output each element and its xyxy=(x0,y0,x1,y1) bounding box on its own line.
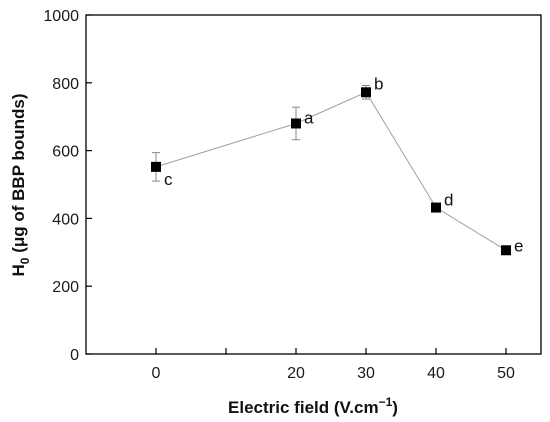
y-tick-label: 400 xyxy=(52,211,79,228)
data-point xyxy=(431,202,441,213)
y-tick-label: 800 xyxy=(52,76,79,93)
data-point xyxy=(361,87,371,98)
x-tick-label: 20 xyxy=(287,365,305,382)
x-axis-title-end: ) xyxy=(392,398,398,417)
data-point xyxy=(291,118,301,129)
x-axis-title-superscript: −1 xyxy=(379,395,393,409)
markers xyxy=(151,87,511,256)
x-tick-label: 0 xyxy=(152,365,161,382)
ticks: 0 20 30 40 50 0 200 400 600 800 1000 xyxy=(43,8,515,382)
point-letter-label: b xyxy=(374,74,383,93)
x-tick-label: 50 xyxy=(497,365,515,382)
point-letter-label: a xyxy=(304,108,314,127)
point-labels: c a b d e xyxy=(164,74,523,255)
plot-frame xyxy=(85,14,542,355)
point-letter-label: d xyxy=(444,191,453,210)
point-letter-label: c xyxy=(164,170,173,189)
y-axis-title-subscript: 0 xyxy=(18,257,32,264)
data-point xyxy=(501,245,511,256)
series-line xyxy=(155,91,507,251)
x-tick-label: 40 xyxy=(427,365,445,382)
data-point xyxy=(151,161,161,172)
y-tick-label: 200 xyxy=(52,279,79,296)
x-tick-label: 30 xyxy=(357,365,375,382)
x-axis-title: Electric field (V.cm−1) xyxy=(228,395,398,417)
y-axis-title: H0 (μg of BBP bounds) xyxy=(9,94,32,277)
error-bars xyxy=(152,85,510,254)
y-tick-label: 600 xyxy=(52,144,79,161)
point-letter-label: e xyxy=(514,236,523,255)
y-axis-title-rest: (μg of BBP bounds) xyxy=(9,94,28,258)
y-tick-label: 1000 xyxy=(43,8,79,25)
y-tick-label: 0 xyxy=(70,347,79,364)
